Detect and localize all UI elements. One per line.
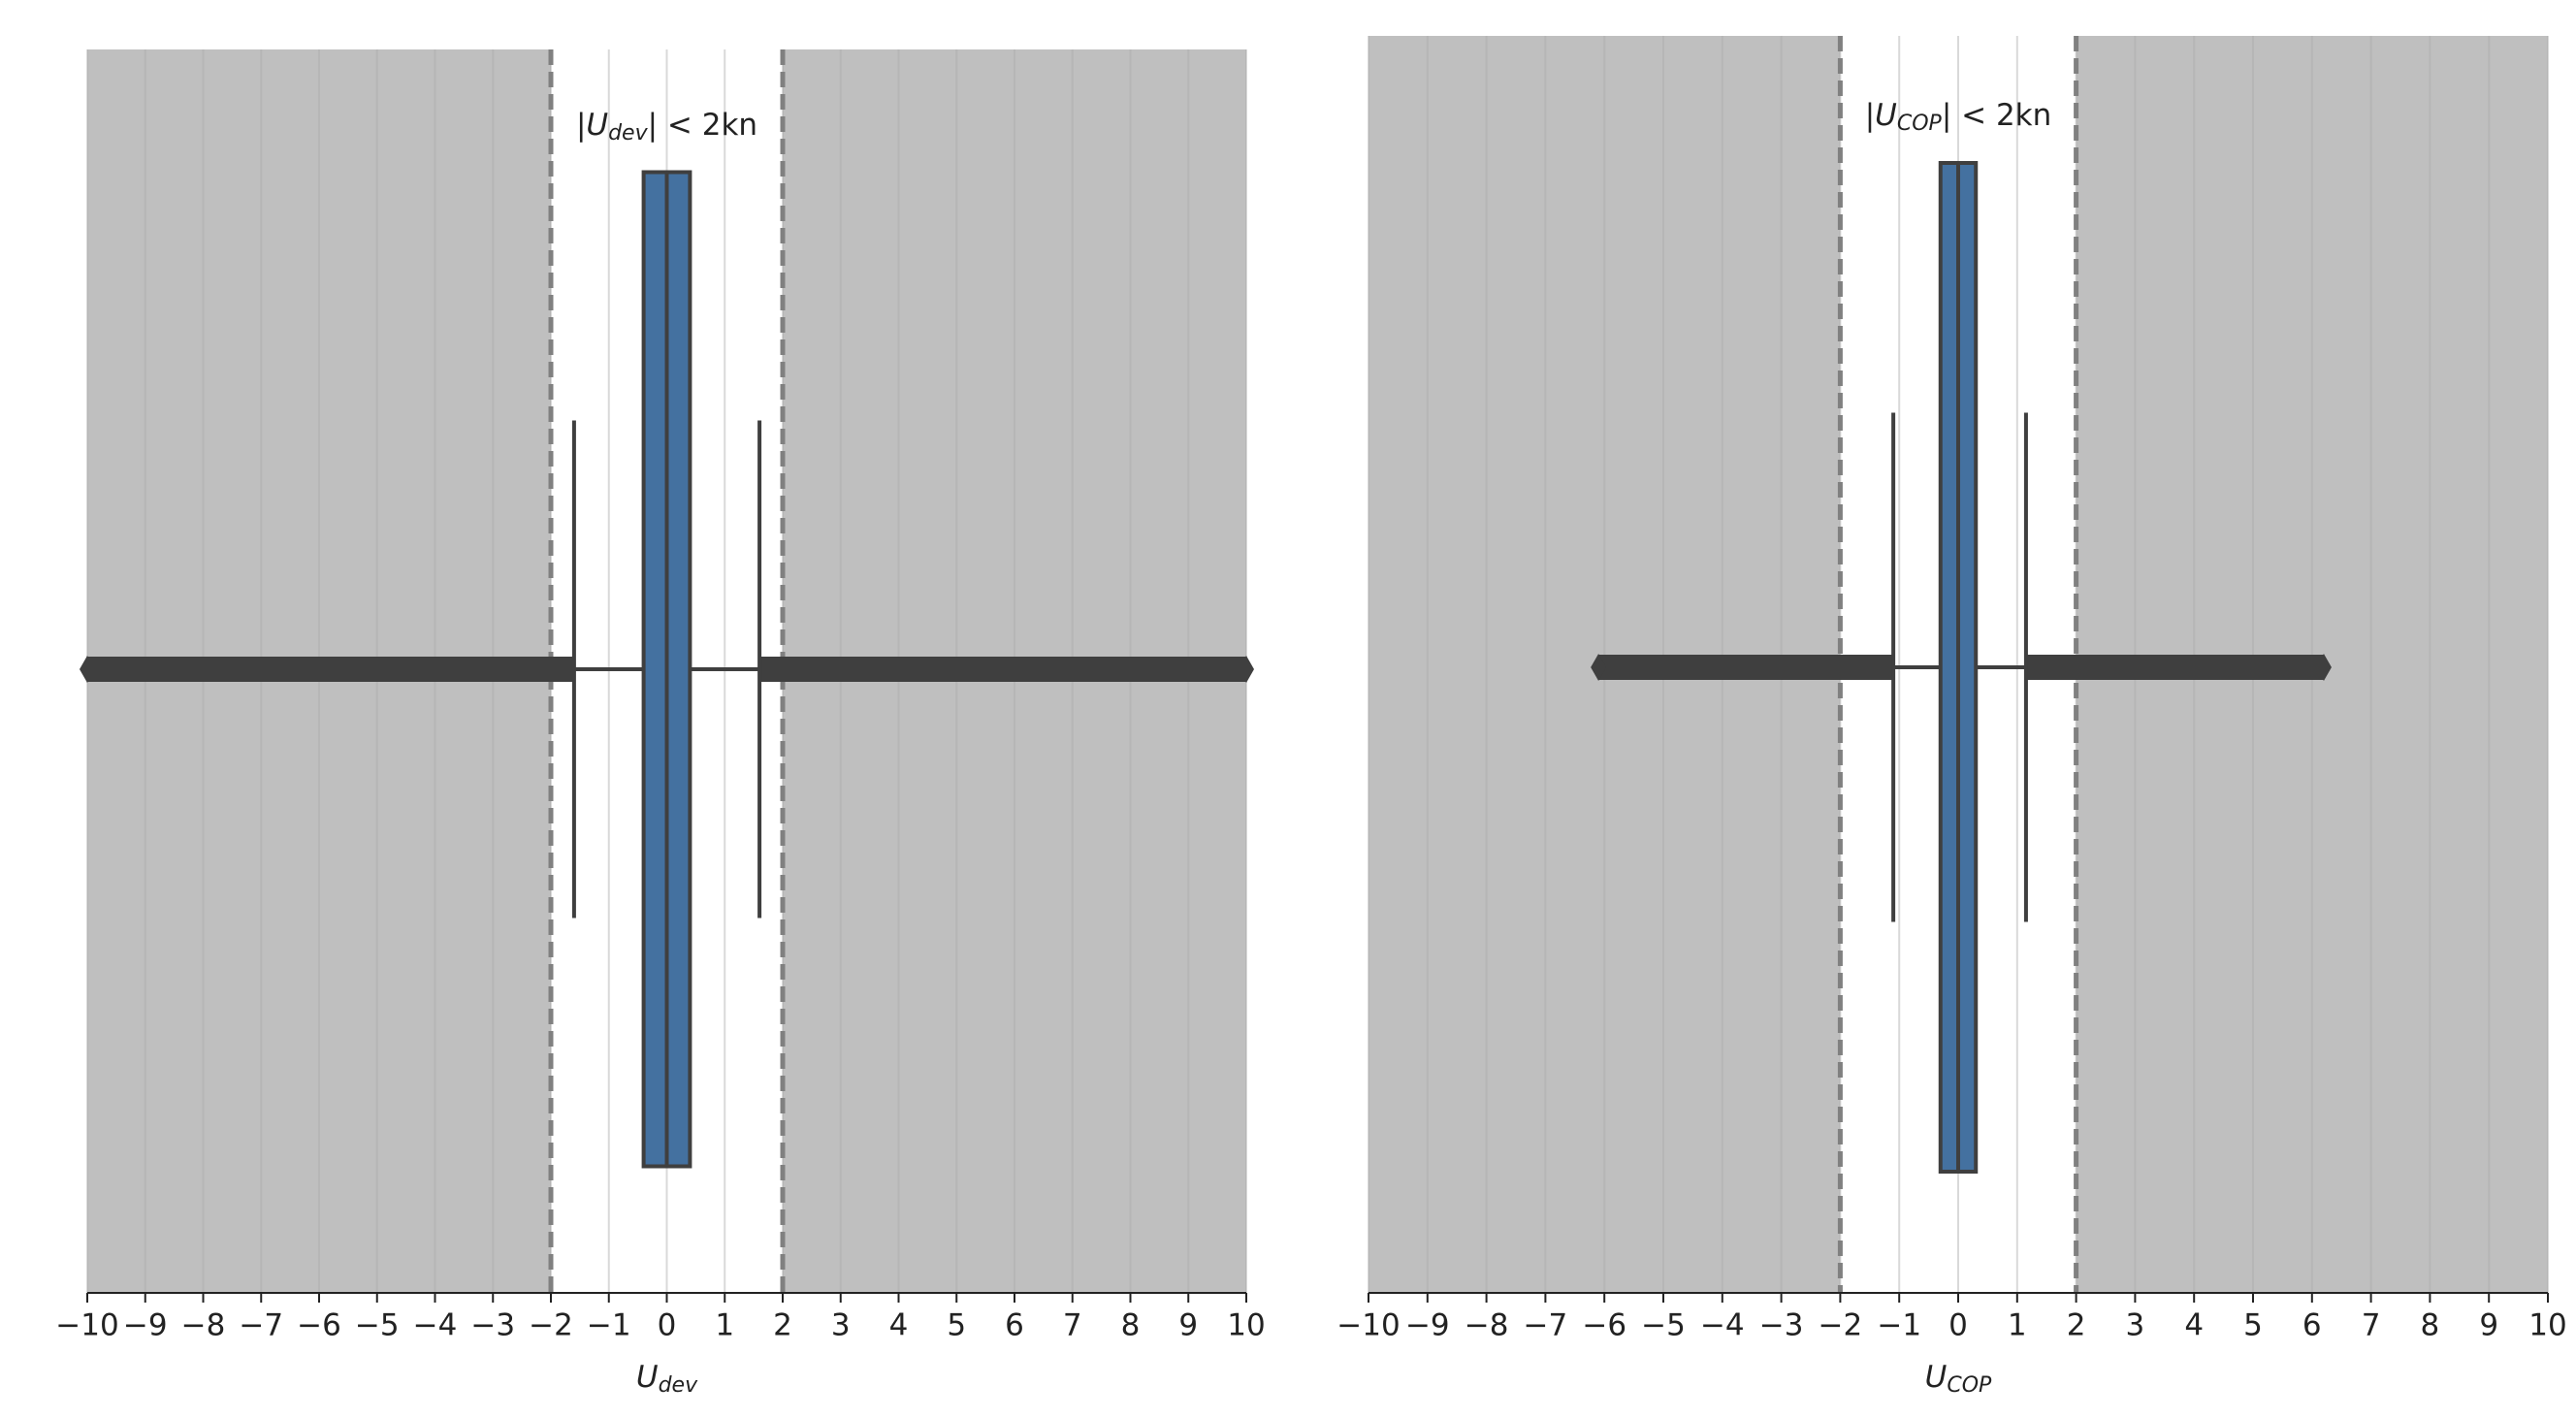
x-tick-label: −5: [1641, 1308, 1686, 1343]
annotation-text: | < 2kn: [648, 108, 757, 143]
x-tick-label: 3: [2126, 1308, 2145, 1343]
outlier-band: [2025, 655, 2324, 680]
x-axis-label-subscript: dev: [659, 1373, 699, 1398]
x-axis-label: UCOP: [1925, 1360, 1992, 1399]
x-tick-label: 8: [1121, 1308, 1141, 1343]
outlier-point: [80, 656, 95, 683]
x-tick-label: 4: [889, 1308, 909, 1343]
x-tick-label: 5: [947, 1308, 966, 1343]
x-tick-label: 1: [715, 1308, 734, 1343]
x-tick-label: −1: [1877, 1308, 1921, 1343]
x-tick-label: 1: [2008, 1308, 2027, 1343]
x-axis-label-main: U: [1925, 1360, 1948, 1395]
x-tick-label: −8: [1465, 1308, 1509, 1343]
x-tick-label: 6: [2302, 1308, 2322, 1343]
x-tick-label: −10: [1336, 1308, 1400, 1343]
annotation-text: |U: [1865, 98, 1897, 133]
x-tick-label: −10: [55, 1308, 118, 1343]
outlier-band: [1598, 655, 1894, 680]
x-tick-label: −7: [239, 1308, 283, 1343]
x-tick-label: −4: [413, 1308, 458, 1343]
x-tick-label: 9: [1178, 1308, 1198, 1343]
outlier-point: [2315, 654, 2332, 681]
x-tick-label: −3: [1759, 1308, 1804, 1343]
x-tick-label: 2: [2067, 1308, 2086, 1343]
x-tick-label: 2: [773, 1308, 792, 1343]
x-tick-label: 9: [2479, 1308, 2498, 1343]
x-tick-label: 7: [1063, 1308, 1082, 1343]
annotation: |Udev| < 2kn: [576, 108, 757, 146]
x-tick-label: −2: [529, 1308, 573, 1343]
x-tick-label: 0: [658, 1308, 677, 1343]
x-tick-label: −4: [1700, 1308, 1745, 1343]
x-tick-label: −7: [1524, 1308, 1568, 1343]
x-tick-label: −9: [1405, 1308, 1450, 1343]
annotation-subscript: COP: [1897, 112, 1943, 136]
x-tick-label: 5: [2243, 1308, 2263, 1343]
x-tick-label: 10: [2528, 1308, 2566, 1343]
x-tick-label: 0: [1948, 1308, 1968, 1343]
annotation-subscript: dev: [608, 121, 649, 145]
outlier-band: [87, 657, 574, 682]
annotation: |UCOP| < 2kn: [1865, 98, 2052, 137]
outlier-band: [759, 657, 1246, 682]
x-axis-label-subscript: COP: [1947, 1373, 1992, 1398]
x-tick-label: 7: [2362, 1308, 2381, 1343]
x-tick-label: −6: [1582, 1308, 1626, 1343]
x-tick-label: 4: [2184, 1308, 2204, 1343]
x-tick-label: 6: [1005, 1308, 1024, 1343]
x-tick-label: −2: [1819, 1308, 1863, 1343]
annotation-text: |U: [576, 108, 608, 143]
panel: −10 −9 −8 −7 −6 −5 −4 −3 −2 −1 0 1 2 3 4 5 6 7 8 9 10|UCOP| …: [1336, 36, 2567, 1399]
outlier-point: [1591, 654, 1607, 681]
x-tick-label: 8: [2421, 1308, 2440, 1343]
x-tick-label: −1: [587, 1308, 631, 1343]
x-tick-label: −5: [355, 1308, 400, 1343]
x-tick-label: −8: [181, 1308, 226, 1343]
annotation-text: | < 2kn: [1942, 98, 2051, 133]
panel: −10 −9 −8 −7 −6 −5 −4 −3 −2 −1 0 1 2 3 4 5 6 7 8 9 10|Udev| …: [55, 49, 1266, 1399]
x-tick-label: 3: [831, 1308, 851, 1343]
x-tick-label: 10: [1227, 1308, 1265, 1343]
outlier-point: [1239, 656, 1254, 683]
x-axis-label: Udev: [636, 1360, 698, 1399]
x-tick-label: −3: [470, 1308, 515, 1343]
x-tick-label: −6: [297, 1308, 341, 1343]
x-axis-label-main: U: [636, 1360, 659, 1395]
x-tick-label: −9: [123, 1308, 168, 1343]
